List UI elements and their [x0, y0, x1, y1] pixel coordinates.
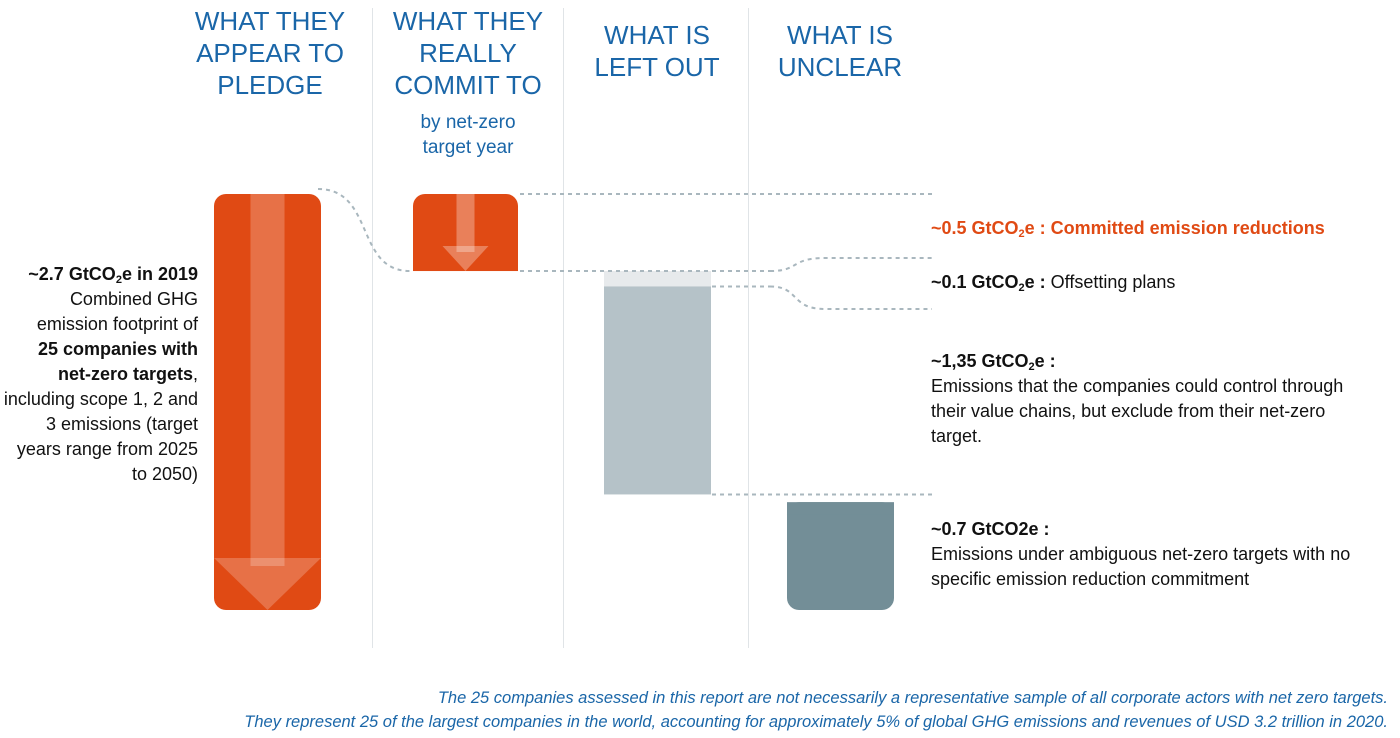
pledge-value-rest: e in 2019: [121, 264, 198, 284]
label-offsetting-value: ~0.1 GtCO: [931, 272, 1019, 292]
bar-commit: [413, 194, 518, 272]
bar-unclear-top: [787, 502, 894, 515]
header-unclear: WHAT IS UNCLEAR: [777, 20, 903, 82]
bar-commit-base: [413, 259, 518, 272]
label-unclear-desc: Emissions under ambiguous net-zero targe…: [931, 544, 1351, 589]
column-separator: [372, 8, 373, 648]
pledge-desc-bold: 25 companies with net-zero targets: [37, 339, 198, 384]
header-commit-sub: by net-zero target year: [420, 112, 516, 158]
label-left-out: ~1,35 GtCO2e : Emissions that the compan…: [931, 349, 1351, 449]
label-offsetting-sub: 2: [1018, 282, 1025, 294]
connector-offset-top: [769, 257, 932, 273]
connector-offset-bottom: [769, 285, 932, 310]
header-pledge: WHAT THEY APPEAR TO PLEDGE: [194, 6, 346, 100]
footnote-line-1: The 25 companies assessed in this report…: [437, 689, 1388, 707]
header-left-out: WHAT IS LEFT OUT: [594, 20, 720, 82]
bar-commit-arrow-shaft: [456, 194, 475, 252]
bar-commit-arrow-head: [442, 246, 489, 272]
bar-unclear: [787, 502, 894, 610]
column-separator: [563, 8, 564, 648]
pledge-desc-2: , including scope 1, 2 and 3 emissions (…: [3, 364, 198, 484]
pledge-value: ~2.7 GtCO: [28, 264, 116, 284]
bar-pledge: [214, 194, 321, 610]
label-left-out-rest: e :: [1034, 351, 1056, 371]
label-offsetting-desc: Offsetting plans: [1045, 272, 1176, 292]
label-left-out-value: ~1,35 GtCO: [931, 351, 1029, 371]
bar-left-out: [604, 286, 711, 495]
footnote-line-2: They represent 25 of the largest compani…: [244, 713, 1388, 731]
connector-pledge-commit: [317, 188, 411, 273]
pledge-value-sub: 2: [115, 274, 122, 286]
label-unclear-value: ~0.7 GtCO2e :: [931, 519, 1050, 539]
column-separator: [748, 8, 749, 648]
pledge-annotation: ~2.7 GtCO2e in 2019 Combined GHG emissio…: [0, 262, 198, 487]
bar-pledge-arrow-shaft: [250, 194, 285, 566]
footnote: The 25 companies assessed in this report…: [244, 686, 1388, 734]
label-committed: ~0.5 GtCO2e : Committed emission reducti…: [931, 216, 1325, 241]
header-commit: WHAT THEY REALLY COMMIT TO: [392, 6, 544, 100]
label-unclear: ~0.7 GtCO2e : Emissions under ambiguous …: [931, 517, 1391, 592]
label-offsetting: ~0.1 GtCO2e : Offsetting plans: [931, 270, 1175, 295]
label-left-out-desc: Emissions that the companies could contr…: [931, 376, 1344, 446]
label-committed-value: ~0.5 GtCO: [931, 218, 1019, 238]
label-committed-rest: e : Committed emission reductions: [1024, 218, 1325, 238]
label-committed-sub: 2: [1018, 228, 1025, 240]
bar-pledge-arrow-head: [214, 558, 321, 610]
pledge-desc-1: Combined GHG emission footprint of: [36, 289, 198, 334]
label-offsetting-rest: e :: [1024, 272, 1046, 292]
label-left-out-sub: 2: [1028, 361, 1035, 373]
bar-offsetting: [604, 271, 711, 287]
